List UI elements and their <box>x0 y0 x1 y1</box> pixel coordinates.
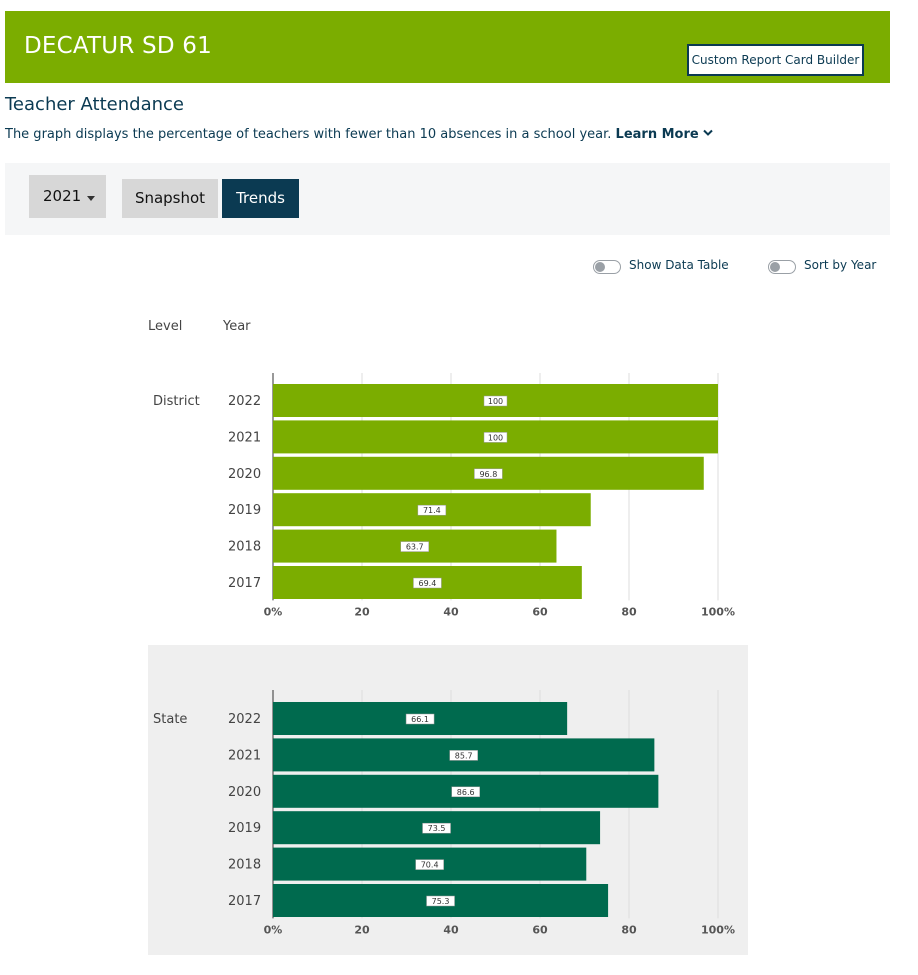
level-label: District <box>153 394 200 409</box>
year-label: 2021 <box>228 748 261 763</box>
data-label-box <box>405 713 435 725</box>
level-column-header: Level <box>148 319 183 334</box>
year-label: 2019 <box>228 503 261 518</box>
year-column-header: Year <box>223 319 251 334</box>
data-label: 85.7 <box>455 751 473 760</box>
data-label: 100 <box>488 433 503 442</box>
data-label-box <box>474 468 503 480</box>
year-label: 2017 <box>228 894 261 909</box>
x-tick-label: 80 <box>621 605 637 618</box>
data-label-box <box>417 504 447 516</box>
custom-report-card-builder-button[interactable]: Custom Report Card Builder <box>687 44 864 76</box>
data-label-box <box>483 432 508 443</box>
year-label: 2020 <box>228 467 261 482</box>
data-label: 73.5 <box>428 824 446 833</box>
year-dropdown[interactable]: 2021 <box>29 175 106 218</box>
year-label: 2018 <box>228 540 261 555</box>
x-tick-label: 100% <box>701 923 735 936</box>
data-label-box <box>451 786 480 798</box>
data-label: 75.3 <box>432 897 450 906</box>
year-label: 2017 <box>228 576 261 591</box>
x-tick-label: 0% <box>264 605 283 618</box>
sort-by-year-label: Sort by Year <box>804 258 877 272</box>
district-title: DECATUR SD 61 <box>24 33 212 59</box>
controls-bar: 2021 Snapshot Trends <box>5 163 890 235</box>
year-label: 2021 <box>228 430 261 445</box>
data-label: 70.4 <box>421 861 439 870</box>
data-label-box <box>413 577 442 589</box>
year-label: 2022 <box>228 394 261 409</box>
data-label: 69.4 <box>419 579 437 588</box>
x-tick-label: 20 <box>354 923 370 936</box>
data-label: 71.4 <box>423 506 441 515</box>
x-tick-label: 60 <box>532 605 548 618</box>
x-tick-label: 0% <box>264 923 283 936</box>
data-label-box <box>415 859 444 870</box>
data-label: 86.6 <box>457 788 475 797</box>
x-tick-label: 40 <box>443 605 459 618</box>
year-label: 2020 <box>228 785 261 800</box>
data-label-box <box>483 395 508 407</box>
page-header: DECATUR SD 61 Custom Report Card Builder <box>5 11 890 83</box>
snapshot-button[interactable]: Snapshot <box>122 179 218 218</box>
section-description: The graph displays the percentage of tea… <box>5 127 713 142</box>
trends-button[interactable]: Trends <box>222 179 299 218</box>
year-label: 2019 <box>228 821 261 836</box>
x-tick-label: 60 <box>532 923 548 936</box>
section-title: Teacher Attendance <box>5 94 184 115</box>
x-tick-label: 100% <box>701 605 735 618</box>
data-label-box <box>400 541 429 552</box>
toggle-knob <box>770 262 780 272</box>
year-label: 2022 <box>228 712 261 727</box>
year-dropdown-value: 2021 <box>43 187 82 205</box>
data-label-box <box>422 822 451 834</box>
show-data-table-label: Show Data Table <box>629 258 729 272</box>
data-label-box <box>426 895 455 907</box>
learn-more-label: Learn More <box>615 127 699 142</box>
caret-down-icon <box>87 196 95 201</box>
learn-more-link[interactable]: Learn More <box>616 127 714 142</box>
data-label: 66.1 <box>411 715 429 724</box>
level-label: State <box>153 712 187 727</box>
description-text: The graph displays the percentage of tea… <box>5 127 612 142</box>
data-label: 63.7 <box>406 543 424 552</box>
data-label: 96.8 <box>479 470 497 479</box>
x-tick-label: 40 <box>443 923 459 936</box>
chevron-down-icon <box>703 129 713 136</box>
x-tick-label: 20 <box>354 605 370 618</box>
year-label: 2018 <box>228 858 261 873</box>
data-label: 100 <box>488 397 503 406</box>
data-label-box <box>449 750 478 761</box>
toggle-knob <box>595 262 605 272</box>
x-tick-label: 80 <box>621 923 637 936</box>
